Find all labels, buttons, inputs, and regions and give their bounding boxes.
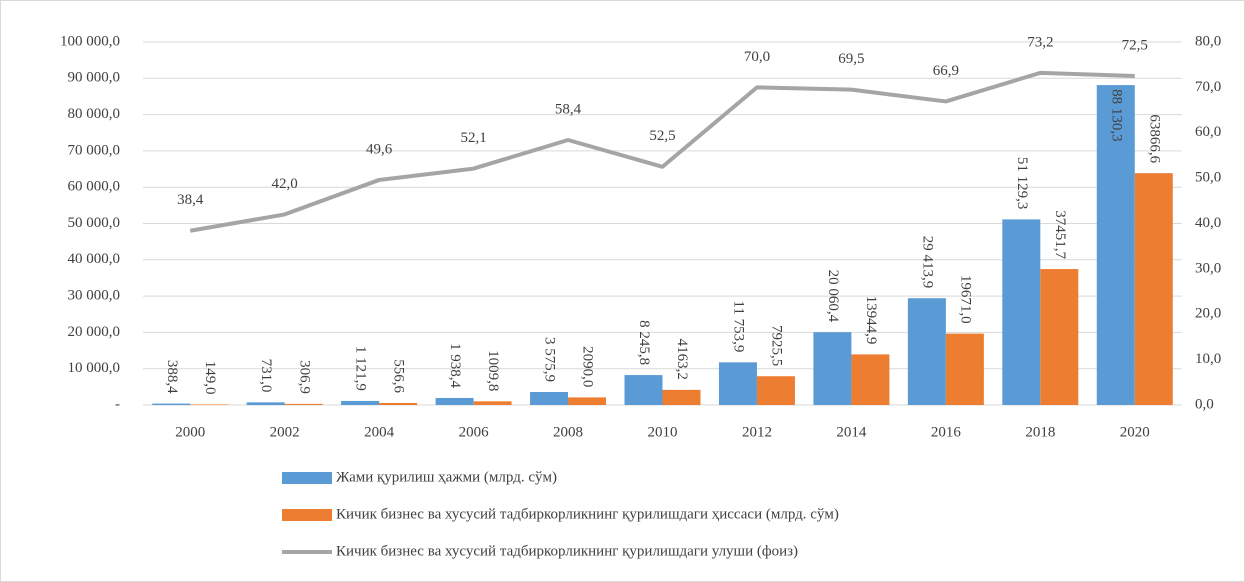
data-label: 4163,2 [674, 339, 690, 380]
data-label: 388,4 [164, 360, 180, 394]
bar [568, 397, 607, 405]
data-label: 51 129,3 [1014, 157, 1030, 210]
y2-tick-label: 80,0 [1195, 33, 1221, 49]
bar [662, 389, 701, 405]
x-tick-label: 2012 [742, 424, 772, 440]
bar [718, 362, 757, 405]
y-tick-label: 30 000,0 [68, 288, 121, 304]
bar [756, 376, 795, 405]
bar [1134, 173, 1173, 405]
y-tick-label: 60 000,0 [68, 179, 121, 195]
data-label: 149,0 [202, 361, 218, 395]
data-label: 1 121,9 [353, 346, 369, 391]
line-label: 69,5 [838, 51, 864, 67]
bar [190, 404, 229, 405]
legend-label: Кичик бизнес ва хусусий тадбиркорликнинг… [336, 506, 839, 522]
data-label: 8 245,8 [636, 320, 652, 365]
line-label: 52,1 [460, 130, 486, 146]
y-tick-label: 10 000,0 [68, 360, 121, 376]
y-tick-label: 70 000,0 [68, 142, 121, 158]
x-tick-label: 2018 [1025, 424, 1055, 440]
y-tick-label: 40 000,0 [68, 251, 121, 267]
bar [435, 397, 474, 405]
y2-tick-label: 50,0 [1195, 170, 1221, 186]
x-tick-label: 2000 [175, 424, 205, 440]
y-tick-label: 90 000,0 [68, 70, 121, 86]
bar [284, 403, 323, 405]
data-label: 13944,9 [863, 296, 879, 345]
bar [851, 354, 890, 405]
data-label: 63866,6 [1146, 114, 1162, 163]
data-label: 20 060,4 [825, 270, 841, 323]
data-label: 88 130,3 [1108, 89, 1124, 141]
data-label: 556,6 [391, 359, 407, 393]
line-series [189, 70, 1135, 233]
bar [152, 403, 191, 405]
bar [945, 333, 984, 405]
line-label: 58,4 [555, 101, 582, 117]
bar [1002, 219, 1041, 405]
data-label: 11 753,9 [731, 300, 747, 352]
data-label: 1 938,4 [447, 343, 463, 389]
x-tick-label: 2020 [1120, 424, 1150, 440]
x-tick-label: 2016 [931, 424, 962, 440]
line-label: 38,4 [177, 192, 204, 208]
y2-tick-label: 40,0 [1195, 215, 1221, 231]
data-label: 1009,8 [485, 350, 501, 391]
data-label: 2090,0 [580, 346, 596, 387]
data-label: 19671,0 [957, 275, 973, 324]
line-label: 72,5 [1122, 37, 1148, 53]
y-tick-label: 80 000,0 [68, 106, 121, 122]
bar [624, 375, 663, 405]
bar [246, 402, 285, 405]
line-label: 42,0 [272, 176, 298, 192]
data-label: 306,9 [296, 360, 312, 394]
y2-tick-label: 20,0 [1195, 306, 1221, 322]
y2-tick-label: 0,0 [1195, 396, 1214, 412]
line-label: 52,5 [649, 128, 675, 144]
y2-tick-label: 70,0 [1195, 79, 1221, 95]
line-label: 66,9 [933, 63, 959, 79]
legend-swatch [282, 509, 332, 521]
data-label: 37451,7 [1052, 210, 1068, 259]
bar [530, 392, 569, 405]
bar [379, 402, 418, 405]
y-tick-label: - [115, 396, 120, 412]
bar [1040, 269, 1079, 405]
legend-swatch [282, 472, 332, 484]
line-label: 73,2 [1027, 34, 1053, 50]
bar [473, 401, 512, 405]
y-tick-label: 50 000,0 [68, 215, 121, 231]
y-tick-label: 20 000,0 [68, 324, 121, 340]
bar [813, 332, 852, 405]
data-label: 29 413,9 [919, 236, 935, 289]
line-label: 49,6 [366, 141, 393, 157]
y2-tick-label: 60,0 [1195, 124, 1221, 140]
y2-tick-label: 10,0 [1195, 351, 1221, 367]
data-label: 731,0 [258, 359, 274, 393]
y-tick-label: 100 000,0 [60, 33, 120, 49]
legend-label: Жами қурилиш ҳажми (млрд. сўм) [336, 469, 557, 485]
legend-label: Кичик бизнес ва хусусий тадбиркорликнинг… [336, 543, 798, 559]
x-tick-label: 2006 [459, 424, 490, 440]
bar [341, 400, 380, 405]
y2-tick-label: 30,0 [1195, 260, 1221, 276]
x-tick-label: 2004 [364, 424, 395, 440]
data-label: 3 575,9 [542, 337, 558, 382]
line-label: 70,0 [744, 49, 770, 65]
x-tick-label: 2010 [648, 424, 678, 440]
data-label: 7925,5 [769, 325, 785, 366]
x-tick-label: 2002 [270, 424, 300, 440]
x-tick-label: 2014 [836, 424, 867, 440]
bar [1096, 85, 1135, 406]
bar [907, 298, 946, 405]
x-tick-label: 2008 [553, 424, 583, 440]
